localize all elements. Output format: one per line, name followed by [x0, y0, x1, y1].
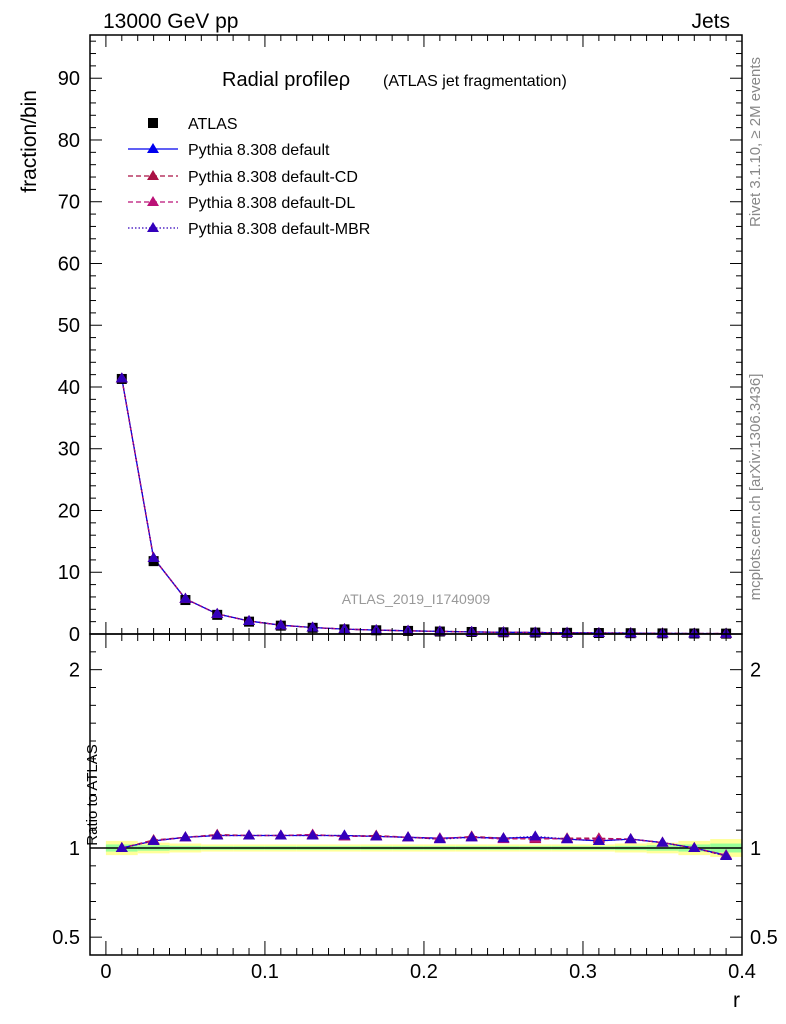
ratio-point-3 [592, 834, 605, 845]
ratio-point-3 [402, 831, 415, 842]
ratio-plot-content [90, 828, 742, 861]
mc-point-4 [306, 621, 319, 632]
x-tick-label: 0.4 [728, 961, 756, 983]
main-y-ticks: 0 10 20 30 40 50 60 70 80 90 [58, 40, 742, 646]
legend-item-dl: Pythia 8.308 default-DL [128, 195, 355, 212]
main-y-tick-label: 0 [69, 624, 80, 646]
series-line-3 [121, 378, 727, 635]
x-tick-label: 0 [100, 961, 111, 983]
legend-marker-dl [147, 196, 159, 206]
energy-label: 13000 GeV pp [103, 10, 238, 33]
x-tick-label: 0.1 [251, 961, 279, 983]
main-y-tick-label: 10 [58, 562, 80, 584]
ratio-x-ticks: 0 0.1 0.2 0.3 0.4 [100, 634, 756, 983]
ratio-y-tick-label: 1 [69, 838, 80, 860]
chart-subtitle: (ATLAS jet fragmentation) [383, 73, 567, 90]
ratio-point-3 [115, 842, 128, 852]
legend-marker-cd [147, 170, 159, 180]
ratio-series-line-3 [121, 834, 727, 857]
main-y-tick-label: 80 [58, 130, 80, 152]
mc-point-4 [179, 592, 192, 603]
main-y-tick-label: 70 [58, 192, 80, 214]
ratio-point-3 [433, 833, 446, 844]
analysis-watermark: ATLAS_2019_I1740909 [342, 591, 491, 607]
ratio-point-3 [688, 842, 701, 852]
ratio-point-3 [720, 850, 733, 861]
rivet-label: Rivet 3.1.10, ≥ 2M events [747, 57, 764, 227]
ratio-y-tick-label-right: 0.5 [750, 927, 778, 949]
ratio-point-3 [465, 831, 478, 842]
ratio-point-3 [179, 831, 192, 842]
main-y-axis-label: fraction/bin [18, 90, 41, 193]
main-y-tick-label: 20 [58, 500, 80, 522]
ratio-point-3 [243, 829, 256, 840]
legend-label-dl: Pythia 8.308 default-DL [188, 195, 355, 212]
ratio-point-3 [529, 830, 542, 841]
ratio-plot-frame [89, 633, 743, 956]
main-y-tick-label: 50 [58, 315, 80, 337]
mc-point-4 [115, 372, 128, 383]
ratio-y-tick-label: 0.5 [52, 927, 80, 949]
ratio-y-axis-label: Ratio to ATLAS [84, 744, 101, 845]
ratio-y-tick-label: 2 [69, 660, 80, 682]
x-tick-label: 0.3 [569, 961, 597, 983]
ratio-point-3 [561, 833, 574, 844]
ratio-point-3 [624, 833, 637, 844]
ratio-y-tick-label-right: 1 [750, 838, 761, 860]
main-y-tick-label: 60 [58, 253, 80, 275]
x-tick-label: 0.2 [410, 961, 438, 983]
legend-marker-mbr [147, 222, 159, 232]
ratio-y-tick-label-right: 2 [750, 660, 761, 682]
legend-item-mbr: Pythia 8.308 default-MBR [128, 221, 370, 238]
main-y-tick-label: 90 [58, 68, 80, 90]
main-y-tick-label: 30 [58, 439, 80, 461]
legend-label-default: Pythia 8.308 default [188, 142, 330, 159]
ratio-point-3 [211, 829, 224, 840]
legend: ATLAS Pythia 8.308 default Pythia 8.308 … [128, 116, 370, 238]
ratio-y-ticks: 0.5 0.5 1 1 2 2 [52, 651, 778, 949]
process-label: Jets [691, 10, 730, 33]
main-panel: 0 10 20 30 40 50 60 70 80 90 [58, 34, 743, 646]
ratio-point-3 [370, 830, 383, 841]
legend-label-atlas: ATLAS [188, 116, 238, 133]
main-x-minor-ticks [105, 35, 743, 634]
ratio-point-3 [338, 829, 351, 840]
ratio-point-3 [147, 834, 160, 845]
ratio-point-3 [306, 829, 319, 840]
legend-marker-default [147, 143, 159, 153]
ratio-panel: 0.5 0.5 1 1 2 2 0 0.1 0.2 0.3 0.4 [52, 633, 778, 983]
legend-label-mbr: Pythia 8.308 default-MBR [188, 221, 370, 238]
mc-point-4 [243, 615, 256, 626]
chart-title: Radial profileρ [222, 69, 350, 91]
legend-marker-atlas [148, 118, 158, 128]
x-axis-label: r [733, 989, 740, 1012]
mc-point-4 [147, 552, 160, 563]
mcplots-label: mcplots.cern.ch [arXiv:1306.3436] [747, 374, 764, 601]
mc-point-4 [211, 607, 224, 618]
legend-item-cd: Pythia 8.308 default-CD [128, 169, 358, 186]
ratio-point-3 [656, 836, 669, 847]
legend-label-cd: Pythia 8.308 default-CD [188, 169, 358, 186]
legend-item-atlas: ATLAS [148, 116, 238, 133]
legend-item-default: Pythia 8.308 default [128, 142, 330, 159]
ratio-point-3 [274, 829, 287, 840]
main-y-tick-label: 40 [58, 377, 80, 399]
mc-point-4 [274, 619, 287, 630]
ratio-point-3 [497, 832, 510, 843]
